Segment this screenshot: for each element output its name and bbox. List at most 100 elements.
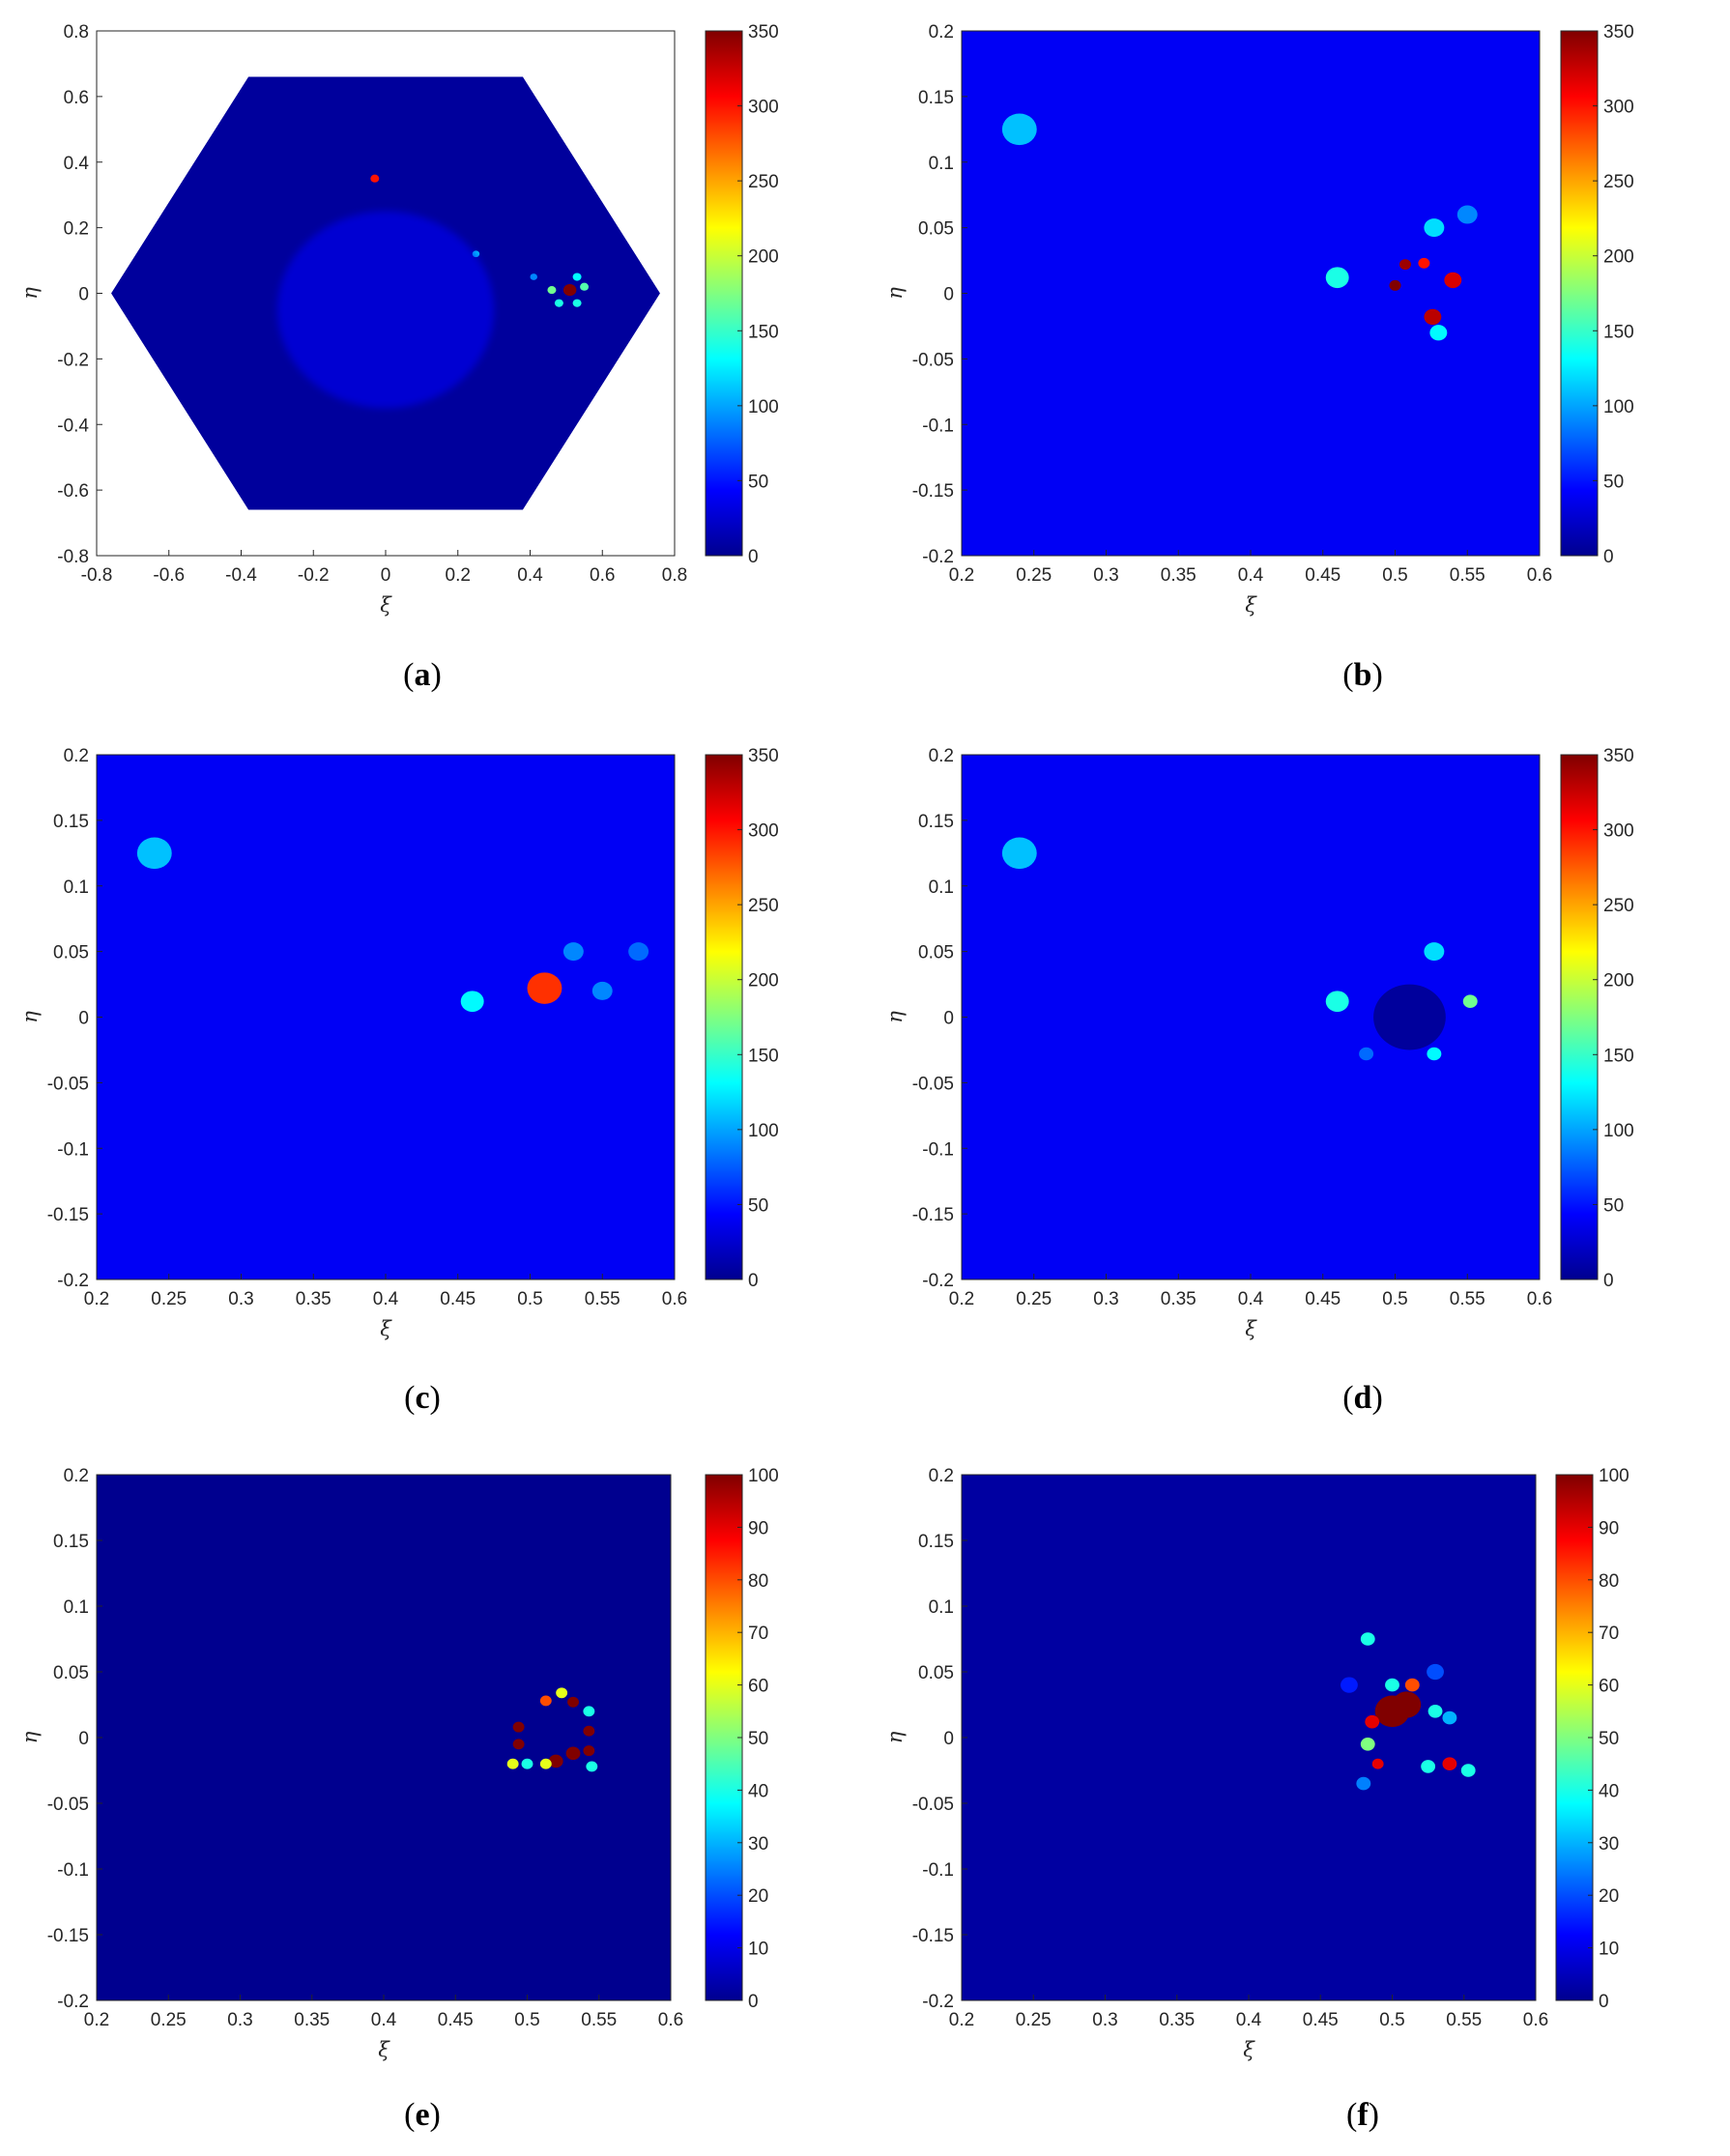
x-tick-label: 0.3	[1093, 565, 1118, 586]
x-tick-label: 0.4	[1238, 565, 1264, 586]
y-tick-label: 0.2	[929, 1466, 954, 1486]
heatmap-hotspot	[1460, 1764, 1476, 1777]
y-tick-label: -0.2	[57, 350, 89, 370]
y-tick-label: 0	[78, 285, 89, 305]
colorbar	[1555, 1474, 1594, 2001]
y-tick-label: 0.05	[918, 1663, 954, 1683]
heatmap-hotspot	[1462, 994, 1478, 1008]
x-tick-label: 0.5	[514, 2010, 539, 2030]
heatmap-hotspot	[572, 273, 582, 281]
colorbar-tick-label: 30	[748, 1834, 768, 1854]
x-tick-label: 0.45	[1303, 2010, 1339, 2030]
x-tick-label: 0.5	[1382, 565, 1407, 586]
heatmap-hotspot	[512, 1721, 525, 1733]
y-tick-label: -0.05	[47, 1795, 89, 1815]
heatmap-hotspot	[136, 837, 172, 870]
colorbar-tick-label: 50	[748, 472, 768, 492]
x-axis-label: ξ	[378, 2038, 390, 2061]
heatmap-hotspot	[506, 1758, 519, 1769]
caption-c: (c)	[404, 1380, 441, 1416]
y-tick-label: -0.2	[922, 547, 954, 567]
x-tick-label: -0.4	[225, 565, 257, 586]
heatmap-hotspot	[1341, 1677, 1358, 1693]
colorbar-tick-label: 200	[748, 971, 779, 992]
colorbar-tick-label: 0	[1603, 1271, 1614, 1291]
colorbar	[705, 1474, 743, 2001]
heatmap-hotspot	[1389, 279, 1401, 291]
heatmap-hotspot	[586, 1761, 598, 1772]
caption-e: (e)	[404, 2097, 441, 2133]
heatmap-hotspot	[1325, 991, 1349, 1013]
chart-e-svg: 0.2 0.25 0.3 0.35 0.4 0.45 0.5 0.55 0.6-0.2-0.15…	[18, 1466, 779, 2061]
heatmap-hotspot	[1360, 1632, 1375, 1646]
x-tick-label: 0.2	[949, 565, 974, 586]
heatmap-field	[962, 31, 1540, 556]
y-tick-label: -0.15	[912, 1926, 954, 1946]
y-tick-label: 0.15	[918, 88, 954, 108]
heatmap-background	[962, 31, 1540, 556]
y-tick-label: -0.2	[922, 1992, 954, 2012]
x-tick-label: 0.55	[581, 2010, 617, 2030]
heatmap-hotspot	[583, 1725, 595, 1737]
x-axis-label: ξ	[1245, 1317, 1257, 1340]
heatmap-background	[962, 755, 1540, 1279]
y-tick-label: 0.15	[918, 812, 954, 832]
x-tick-label: 0.6	[1527, 1289, 1552, 1309]
heatmap-hotspot	[548, 1754, 563, 1768]
y-tick-label: -0.15	[912, 481, 954, 502]
heatmap-hotspot	[1392, 1691, 1422, 1718]
heatmap-hotspot	[562, 283, 577, 297]
heatmap-hotspot	[1442, 1757, 1457, 1770]
colorbar-tick-label: 10	[748, 1940, 768, 1960]
chart-d-svg: 0.2 0.25 0.3 0.35 0.4 0.45 0.5 0.55 0.6-0.2-0.15…	[883, 746, 1634, 1340]
heatmap-hotspot	[530, 273, 537, 280]
colorbar-tick-label: 50	[748, 1195, 768, 1216]
x-tick-label: -0.8	[81, 565, 113, 586]
y-tick-label: -0.6	[57, 481, 89, 502]
x-tick-label: 0.4	[373, 1289, 399, 1309]
x-tick-label: -0.2	[298, 565, 330, 586]
panel-f: 0.2 0.25 0.3 0.35 0.4 0.45 0.5 0.55 0.6 -0.2 -0.15…	[865, 1440, 1730, 2156]
colorbar-tick-label: 100	[1599, 1466, 1629, 1486]
colorbar-tick-label: 150	[748, 322, 779, 342]
colorbar-tick-label: 0	[1599, 1992, 1609, 2012]
heatmap-hotspot	[1424, 942, 1445, 962]
x-tick-label: 0.25	[151, 2010, 187, 2030]
y-tick-label: 0	[943, 1729, 954, 1749]
heatmap-background	[97, 1475, 671, 2000]
y-tick-label: -0.1	[57, 1860, 89, 1881]
panel-b: 0.2 0.25 0.3 0.35 0.4 0.45 0.5 0.55 0.6 -0.2 -0.15…	[865, 0, 1730, 720]
colorbar-tick-label: 150	[748, 1046, 779, 1066]
heatmap-hotspot	[556, 1687, 568, 1699]
y-tick-label: 0.8	[64, 22, 89, 43]
heatmap-hotspot	[1001, 113, 1037, 146]
y-axis-label: η	[883, 1011, 907, 1023]
heatmap-hotspot	[565, 1746, 581, 1761]
colorbar	[705, 754, 743, 1280]
colorbar-tick-label: 50	[748, 1729, 768, 1749]
x-tick-label: 0.8	[662, 565, 687, 586]
heatmap-hotspot	[583, 1745, 595, 1757]
y-tick-label: -0.05	[912, 350, 954, 370]
heatmap-field	[110, 76, 661, 510]
heatmap-field	[962, 1475, 1536, 2000]
colorbar-tick-label: 350	[748, 746, 779, 766]
heatmap-field	[962, 755, 1540, 1279]
heatmap-hotspot	[1373, 984, 1446, 1050]
colorbar-tick-label: 50	[1603, 1195, 1624, 1216]
colorbar	[1560, 754, 1599, 1280]
colorbar-tick-label: 40	[748, 1781, 768, 1801]
heatmap-hotspot	[539, 1758, 552, 1769]
panel-a: -0.8 -0.6 -0.4 -0.2 0 0.2 0.4 0.6 0.8 -0.8 -0.6 -0.…	[0, 0, 865, 720]
y-axis-label: η	[18, 1011, 42, 1023]
x-tick-label: 0.2	[949, 1289, 974, 1309]
heatmap-hotspot	[1325, 267, 1349, 289]
x-tick-label: 0.35	[1159, 2010, 1195, 2030]
x-tick-label: 0.4	[1238, 1289, 1264, 1309]
heatmap-hotspot	[370, 174, 380, 183]
heatmap-hotspot	[1421, 1760, 1436, 1773]
colorbar-tick-label: 200	[1603, 247, 1634, 268]
x-tick-label: 0.2	[446, 565, 471, 586]
y-tick-label: 0.05	[53, 943, 89, 963]
caption-b: (b)	[1342, 657, 1383, 693]
